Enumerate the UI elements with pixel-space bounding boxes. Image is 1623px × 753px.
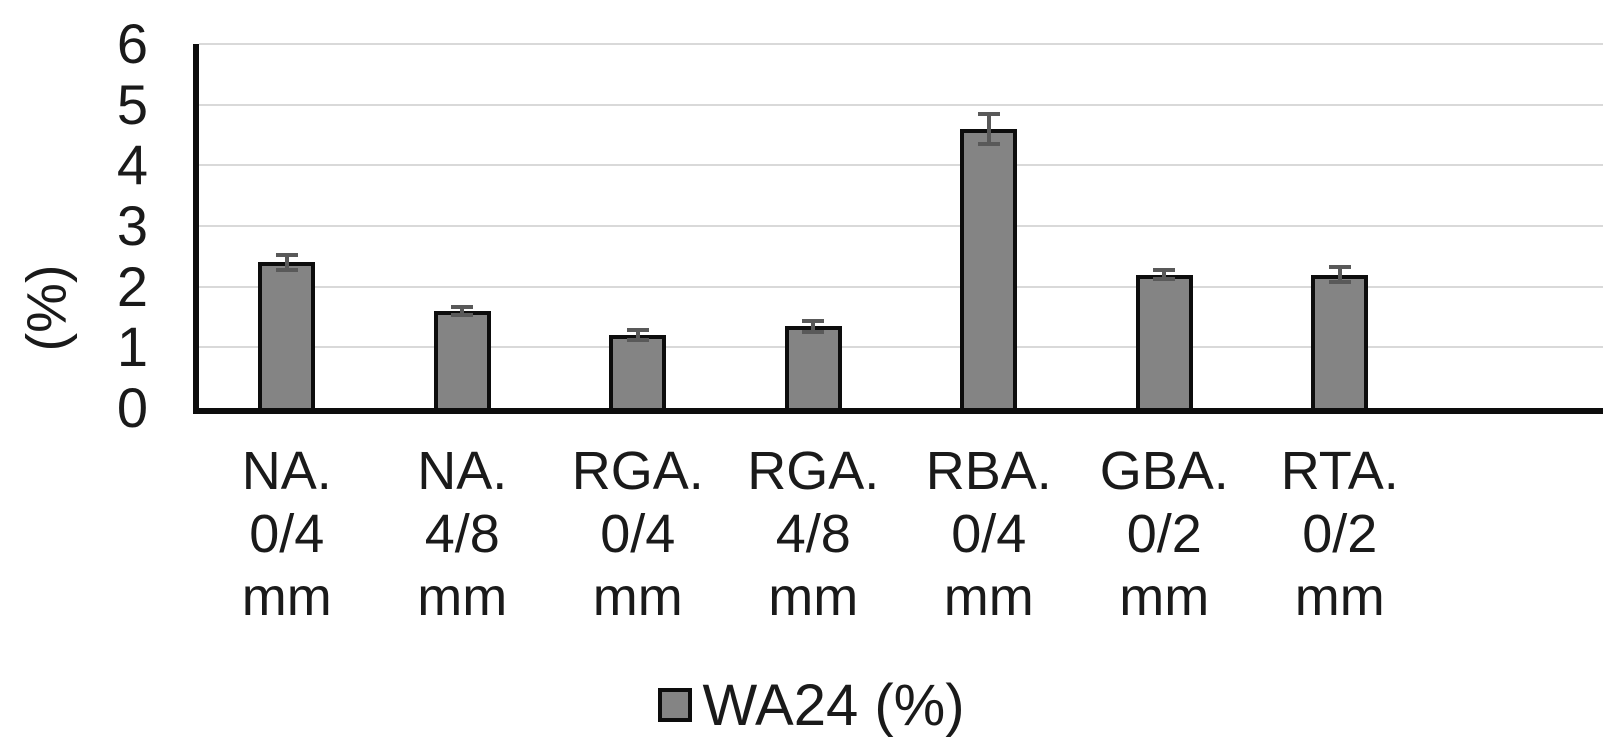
gridline <box>199 164 1603 167</box>
y-axis-tick-label: 0 <box>116 376 148 439</box>
x-axis-label-line: NA. <box>417 441 508 501</box>
error-bar <box>1162 269 1167 280</box>
x-axis-label-line: mm <box>417 567 508 627</box>
error-bar-cap <box>977 142 1000 147</box>
y-axis-tick-label: 3 <box>116 194 148 257</box>
x-axis-label-line: mm <box>1294 567 1385 627</box>
x-axis-label-line: RGA. <box>571 441 704 501</box>
y-axis-tick-label: 1 <box>116 315 148 379</box>
x-axis-label: RGA. 4/8 mm <box>725 440 901 629</box>
bar-RTA. 0/2 mm <box>1311 274 1369 408</box>
x-axis-label-line: 0/4 <box>951 504 1027 564</box>
x-axis-label: RTA. 0/2 mm <box>1252 440 1428 629</box>
error-bar-cap <box>451 312 474 317</box>
bar-GBA. 0/2 mm <box>1135 274 1193 408</box>
bar-NA. 4/8 mm <box>433 310 491 408</box>
error-bar-cap <box>1153 267 1176 272</box>
x-axis-label-line: RTA. <box>1280 441 1399 501</box>
error-bar <box>811 320 816 332</box>
error-bar-cap <box>1328 264 1351 269</box>
bar-NA. 0/4 mm <box>258 262 316 408</box>
x-axis-label-line: 4/8 <box>775 504 851 564</box>
error-bar-cap <box>275 268 298 273</box>
x-axis-label-line: 4/8 <box>424 504 500 564</box>
gridline <box>199 103 1603 106</box>
x-axis-label-line: mm <box>943 567 1034 627</box>
error-bar-cap <box>1153 277 1176 282</box>
x-axis-label: GBA. 0/2 mm <box>1076 440 1252 629</box>
x-axis-label-line: mm <box>592 567 683 627</box>
x-axis-label: NA. 0/4 mm <box>199 440 375 629</box>
error-bar-cap <box>977 111 1000 116</box>
x-axis-label-line: mm <box>1119 567 1210 627</box>
y-axis-tick-label: 2 <box>116 254 148 318</box>
error-bar-cap <box>275 252 298 257</box>
x-axis-label-line: 0/4 <box>249 504 325 564</box>
bar-RGA. 0/4 mm <box>609 335 667 408</box>
x-axis-label: NA. 4/8 mm <box>374 440 550 629</box>
x-axis-label-line: 0/2 <box>1126 504 1202 564</box>
gridline <box>199 346 1603 349</box>
error-bar-cap <box>802 329 825 334</box>
x-axis-label-line: 0/4 <box>600 504 676 564</box>
gridline <box>199 225 1603 227</box>
error-bar-cap <box>626 338 649 343</box>
y-axis-tick-label: 4 <box>116 133 148 197</box>
bar-RGA. 4/8 mm <box>784 326 842 408</box>
error-bar <box>1337 266 1342 283</box>
plot-area <box>193 43 1603 414</box>
x-axis-label-line: RGA. <box>747 441 880 501</box>
x-axis-label-line: mm <box>241 567 332 627</box>
error-bar <box>986 113 991 145</box>
y-axis-tick-label: 5 <box>116 72 148 136</box>
x-axis-label: RBA. 0/4 mm <box>901 440 1077 629</box>
legend-swatch-icon <box>658 688 693 722</box>
legend: WA24 (%) <box>0 668 1623 742</box>
error-bar-cap <box>626 328 649 333</box>
error-bar <box>460 307 465 315</box>
y-axis-tick-label: 6 <box>116 12 148 75</box>
error-bar-cap <box>1328 280 1351 285</box>
x-axis-label-line: NA. <box>241 441 332 501</box>
x-axis-label: RGA. 0/4 mm <box>550 440 726 629</box>
gridline <box>199 43 1603 45</box>
error-bar <box>635 330 640 341</box>
x-axis-label-line: 0/2 <box>1302 504 1378 564</box>
error-bar <box>284 254 289 271</box>
gridline <box>199 285 1603 288</box>
error-bar-cap <box>451 305 474 310</box>
bar-RBA. 0/4 mm <box>960 128 1018 408</box>
x-axis-label-line: RBA. <box>925 441 1052 501</box>
error-bar-cap <box>802 318 825 323</box>
x-axis-label-line: mm <box>768 567 859 627</box>
x-axis-label-line: GBA. <box>1099 441 1229 501</box>
legend-label: WA24 (%) <box>702 672 965 738</box>
